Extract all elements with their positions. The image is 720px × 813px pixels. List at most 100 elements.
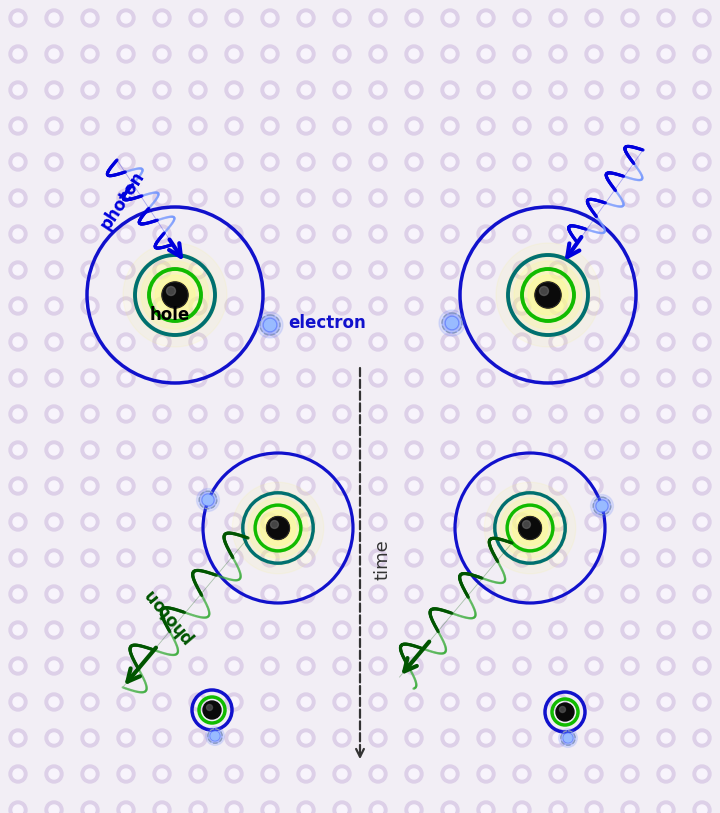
- Circle shape: [441, 441, 459, 459]
- Circle shape: [409, 85, 419, 95]
- Circle shape: [589, 733, 599, 743]
- Circle shape: [153, 801, 171, 813]
- Circle shape: [117, 225, 135, 243]
- Circle shape: [225, 549, 243, 567]
- Circle shape: [585, 81, 603, 99]
- Circle shape: [445, 49, 455, 59]
- Circle shape: [373, 769, 383, 779]
- Circle shape: [157, 409, 167, 419]
- Circle shape: [661, 697, 671, 707]
- Circle shape: [625, 301, 635, 311]
- Circle shape: [661, 13, 671, 23]
- Circle shape: [241, 491, 315, 565]
- Circle shape: [265, 121, 275, 131]
- Circle shape: [481, 265, 491, 275]
- Circle shape: [517, 373, 527, 383]
- Circle shape: [445, 121, 455, 131]
- Circle shape: [513, 9, 531, 27]
- Circle shape: [193, 481, 203, 491]
- Circle shape: [697, 553, 707, 563]
- Circle shape: [49, 49, 59, 59]
- Circle shape: [121, 733, 131, 743]
- Circle shape: [297, 801, 315, 813]
- Circle shape: [553, 517, 563, 527]
- Circle shape: [513, 765, 531, 783]
- Circle shape: [369, 333, 387, 351]
- Circle shape: [369, 693, 387, 711]
- Circle shape: [301, 697, 311, 707]
- Circle shape: [442, 313, 462, 333]
- Circle shape: [621, 477, 639, 495]
- Circle shape: [409, 337, 419, 347]
- Circle shape: [337, 517, 347, 527]
- Circle shape: [661, 445, 671, 455]
- Circle shape: [333, 261, 351, 279]
- Circle shape: [477, 297, 495, 315]
- Circle shape: [621, 621, 639, 639]
- Circle shape: [441, 693, 459, 711]
- Circle shape: [517, 49, 527, 59]
- Circle shape: [265, 13, 275, 23]
- Circle shape: [441, 117, 459, 135]
- Circle shape: [657, 657, 675, 675]
- Circle shape: [153, 693, 171, 711]
- Circle shape: [549, 657, 567, 675]
- Circle shape: [369, 225, 387, 243]
- Circle shape: [549, 621, 567, 639]
- Circle shape: [153, 189, 171, 207]
- Circle shape: [229, 517, 239, 527]
- Circle shape: [409, 409, 419, 419]
- Circle shape: [697, 589, 707, 599]
- Circle shape: [589, 265, 599, 275]
- Circle shape: [225, 225, 243, 243]
- Circle shape: [441, 225, 459, 243]
- Circle shape: [657, 297, 675, 315]
- Circle shape: [409, 121, 419, 131]
- Circle shape: [409, 805, 419, 813]
- Circle shape: [697, 445, 707, 455]
- Circle shape: [441, 261, 459, 279]
- Circle shape: [117, 405, 135, 423]
- Circle shape: [517, 193, 527, 203]
- Circle shape: [45, 45, 63, 63]
- Circle shape: [121, 553, 131, 563]
- Circle shape: [693, 765, 711, 783]
- Circle shape: [481, 481, 491, 491]
- Circle shape: [261, 369, 279, 387]
- Circle shape: [49, 805, 59, 813]
- Circle shape: [441, 657, 459, 675]
- Circle shape: [301, 733, 311, 743]
- Circle shape: [693, 225, 711, 243]
- Circle shape: [445, 229, 455, 239]
- Circle shape: [203, 495, 213, 505]
- Circle shape: [661, 481, 671, 491]
- Circle shape: [261, 729, 279, 747]
- Circle shape: [121, 805, 131, 813]
- Circle shape: [445, 373, 455, 383]
- Circle shape: [81, 513, 99, 531]
- Circle shape: [9, 693, 27, 711]
- Circle shape: [514, 261, 582, 329]
- Circle shape: [697, 517, 707, 527]
- Circle shape: [445, 337, 455, 347]
- Circle shape: [625, 589, 635, 599]
- Circle shape: [549, 477, 567, 495]
- Circle shape: [441, 513, 459, 531]
- Circle shape: [625, 337, 635, 347]
- Circle shape: [193, 625, 203, 635]
- Circle shape: [265, 85, 275, 95]
- Circle shape: [477, 585, 495, 603]
- Circle shape: [9, 153, 27, 171]
- Circle shape: [481, 517, 491, 527]
- Circle shape: [373, 697, 383, 707]
- Circle shape: [333, 621, 351, 639]
- Circle shape: [261, 765, 279, 783]
- Circle shape: [189, 45, 207, 63]
- Circle shape: [517, 445, 527, 455]
- Circle shape: [121, 337, 131, 347]
- Circle shape: [189, 693, 207, 711]
- Circle shape: [589, 229, 599, 239]
- Circle shape: [157, 589, 167, 599]
- Circle shape: [693, 189, 711, 207]
- Circle shape: [157, 445, 167, 455]
